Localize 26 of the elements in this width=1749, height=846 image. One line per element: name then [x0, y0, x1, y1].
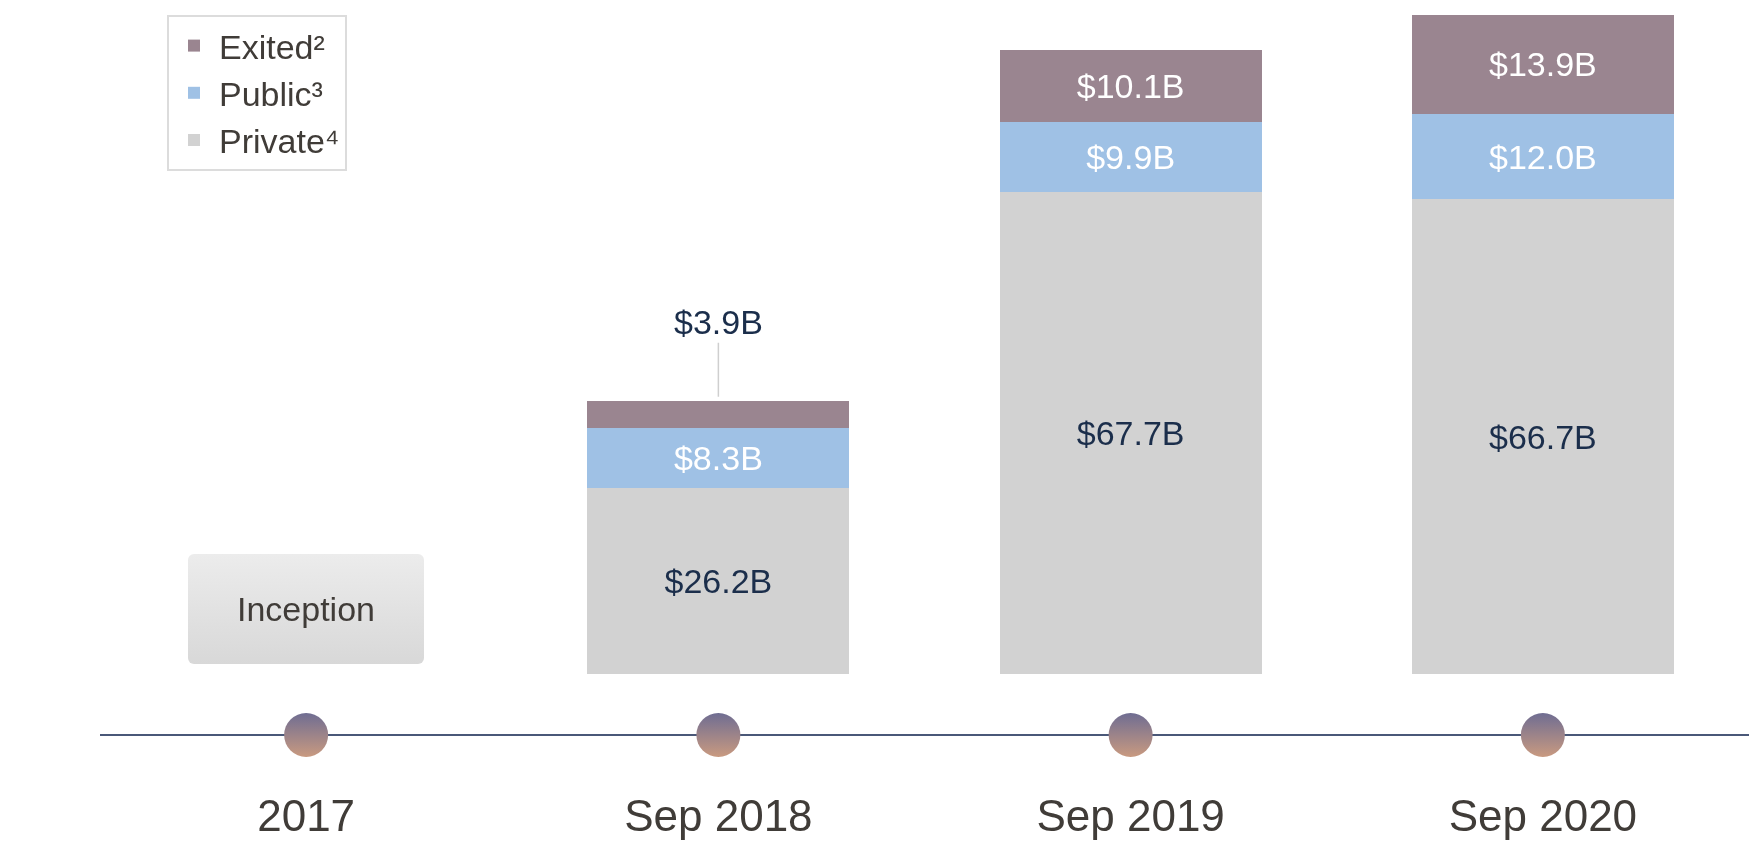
data-label: $66.7B: [1488, 417, 1597, 456]
data-label: $8.3B: [673, 439, 763, 478]
legend-label: Private⁴: [219, 122, 340, 161]
data-label: $3.9B: [674, 303, 763, 341]
data-label: $67.7B: [1076, 414, 1185, 453]
bar: [587, 428, 850, 488]
data-label: $13.9B: [1488, 45, 1597, 84]
x-tick-label: Sep 2020: [1448, 790, 1638, 840]
legend-label: Public³: [219, 75, 323, 114]
annotation: Inception: [237, 590, 375, 628]
bar: [999, 49, 1262, 122]
data-label: $9.9B: [1086, 137, 1176, 176]
data-label: $10.1B: [1076, 66, 1185, 105]
bar: [1411, 199, 1674, 674]
x-tick-label: 2017: [257, 790, 356, 840]
legend-label: Exited²: [219, 27, 325, 66]
bar: [999, 121, 1262, 193]
bar: [587, 400, 850, 429]
bar: [1411, 113, 1674, 200]
x-tick-label: Sep 2018: [624, 790, 813, 840]
bar: [999, 192, 1262, 674]
bar: [587, 487, 850, 674]
x-tick-label: Sep 2019: [1036, 790, 1225, 840]
bar: [1411, 15, 1674, 114]
data-label: $12.0B: [1488, 137, 1597, 176]
data-label: $26.2B: [664, 561, 773, 600]
